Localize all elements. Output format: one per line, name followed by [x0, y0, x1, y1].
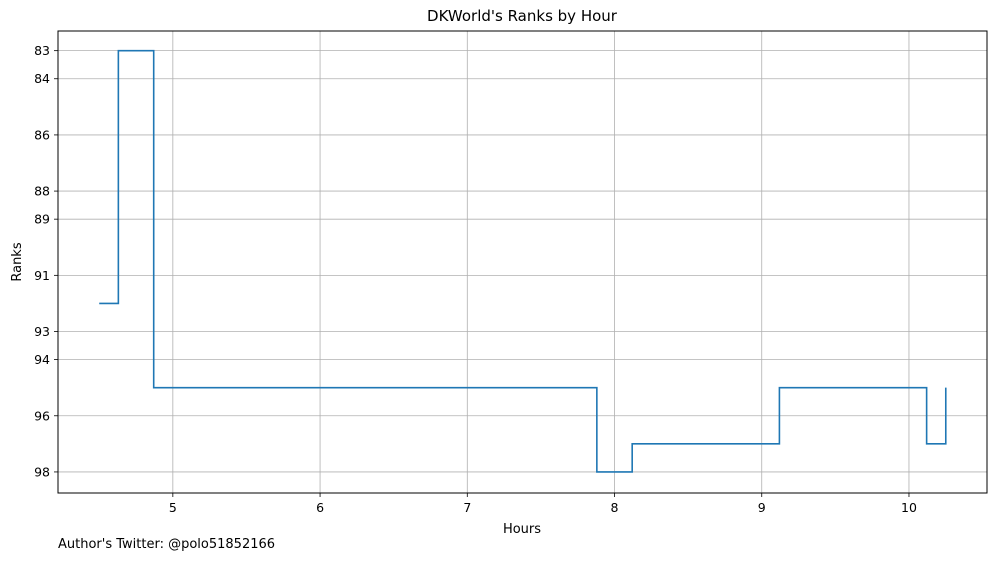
x-tick-label: 6: [316, 500, 324, 515]
rank-step-line: [99, 49, 947, 473]
x-tick-label: 5: [169, 500, 177, 515]
y-tick-label: 84: [34, 71, 50, 86]
y-axis-label: Ranks: [10, 242, 25, 281]
y-axis: 83 84 86 88 89 91 93 94 96 98: [34, 43, 58, 479]
y-tick-label: 93: [34, 324, 50, 339]
series-layer: [99, 49, 947, 473]
author-credit: Author's Twitter: @polo51852166: [58, 537, 276, 552]
y-tick-label: 96: [34, 408, 50, 423]
plot-frame: [57, 30, 988, 494]
chart-title: DKWorld's Ranks by Hour: [427, 7, 618, 25]
x-axis: 5 6 7 8 9 10: [169, 493, 917, 515]
y-tick-label: 89: [34, 212, 50, 227]
y-tick-label: 98: [34, 464, 50, 479]
x-tick-label: 10: [901, 500, 917, 515]
y-tick-label: 83: [34, 43, 50, 58]
grid: [58, 31, 987, 493]
x-tick-label: 9: [758, 500, 766, 515]
y-tick-label: 86: [34, 127, 50, 142]
x-axis-label: Hours: [503, 522, 541, 537]
y-tick-label: 88: [34, 184, 50, 199]
x-tick-label: 7: [463, 500, 471, 515]
y-tick-label: 91: [34, 268, 50, 283]
y-tick-label: 94: [34, 352, 50, 367]
x-tick-label: 8: [611, 500, 619, 515]
